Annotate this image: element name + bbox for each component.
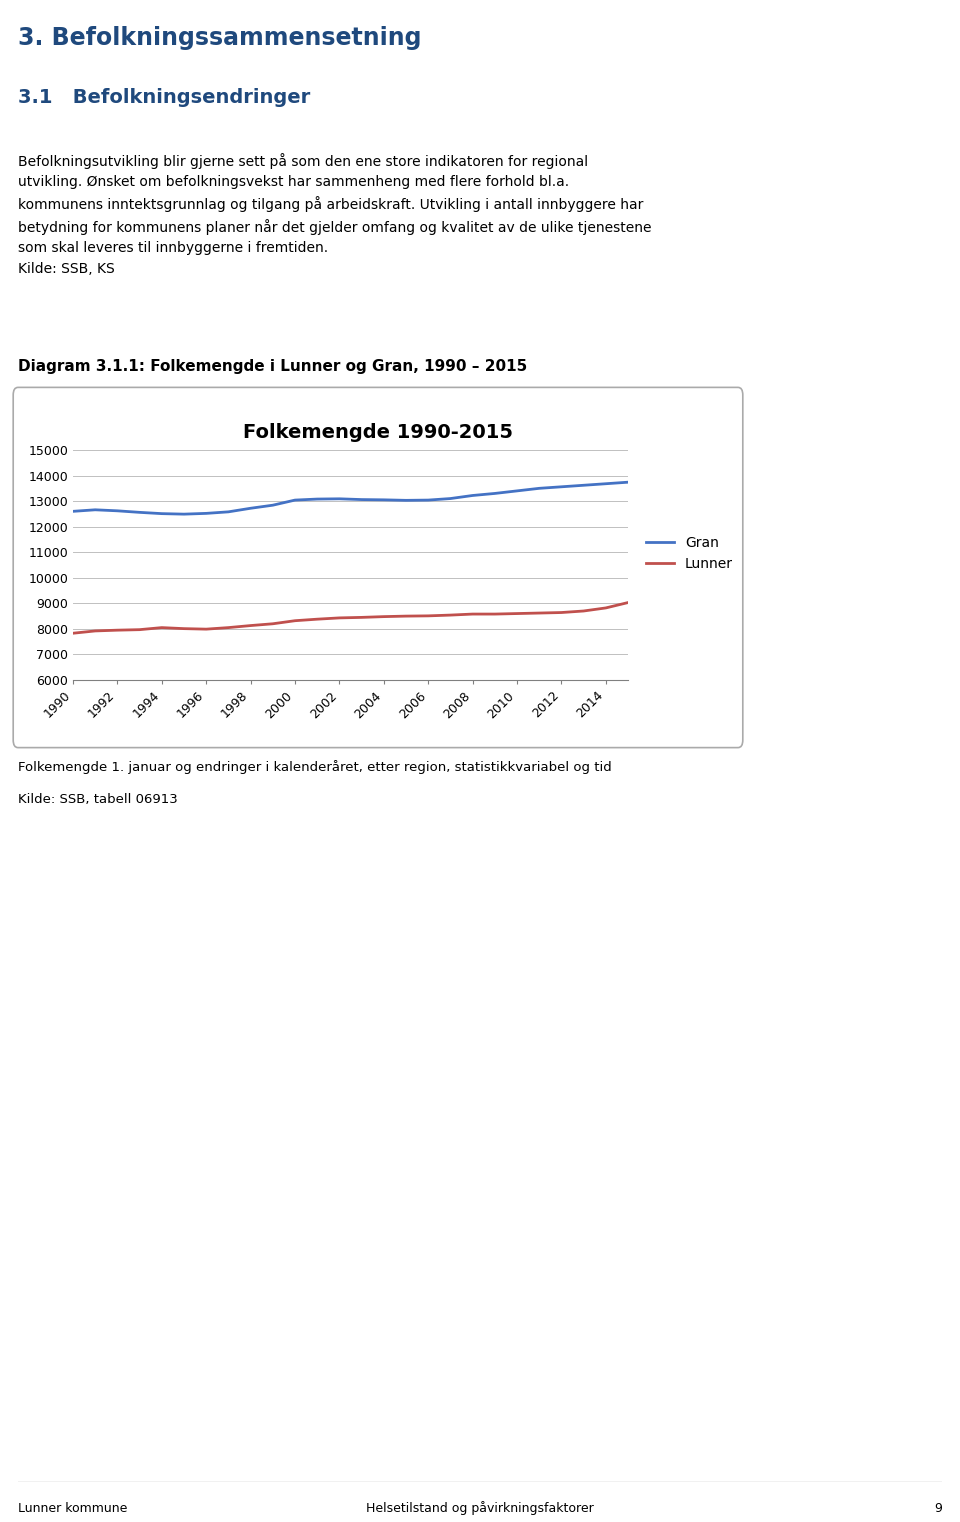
- Text: Lunner kommune: Lunner kommune: [18, 1502, 128, 1514]
- Text: Kilde: SSB, tabell 06913: Kilde: SSB, tabell 06913: [18, 793, 178, 805]
- Text: Helsetilstand og påvirkningsfaktorer: Helsetilstand og påvirkningsfaktorer: [366, 1501, 594, 1514]
- Text: 3.1   Befolkningsendringer: 3.1 Befolkningsendringer: [18, 88, 310, 107]
- Text: Folkemengde 1990-2015: Folkemengde 1990-2015: [243, 423, 513, 443]
- Legend: Gran, Lunner: Gran, Lunner: [646, 536, 732, 571]
- Text: Folkemengde 1. januar og endringer i kalenderåret, etter region, statistikkvaria: Folkemengde 1. januar og endringer i kal…: [18, 759, 612, 775]
- Text: Befolkningsutvikling blir gjerne sett på som den ene store indikatoren for regio: Befolkningsutvikling blir gjerne sett på…: [18, 154, 652, 275]
- Text: 9: 9: [934, 1502, 942, 1514]
- Text: 3. Befolkningssammensetning: 3. Befolkningssammensetning: [18, 26, 421, 50]
- Text: Diagram 3.1.1: Folkemengde i Lunner og Gran, 1990 – 2015: Diagram 3.1.1: Folkemengde i Lunner og G…: [18, 359, 527, 373]
